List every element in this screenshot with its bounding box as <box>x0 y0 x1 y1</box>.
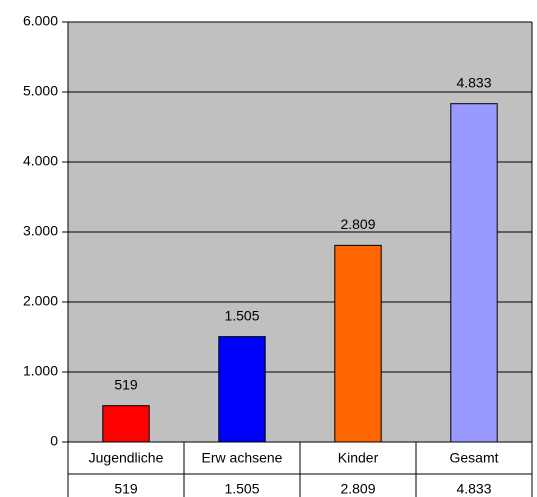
y-tick-label: 1.000 <box>23 363 58 379</box>
data-label: 2.809 <box>340 216 375 232</box>
table-value: 519 <box>114 481 138 497</box>
data-label: 1.505 <box>224 307 259 323</box>
table-value: 4.833 <box>456 481 491 497</box>
table-value: 2.809 <box>340 481 375 497</box>
bar <box>334 244 382 443</box>
table-value: 1.505 <box>224 481 259 497</box>
x-tick-label: Jugendliche <box>89 450 164 466</box>
bar <box>102 405 150 443</box>
y-tick-label: 2.000 <box>23 293 58 309</box>
y-tick-label: 3.000 <box>23 223 58 239</box>
y-tick-label: 6.000 <box>23 13 58 29</box>
bar <box>450 103 498 443</box>
bar <box>218 336 266 443</box>
x-tick-label: Erw achsene <box>202 450 283 466</box>
x-tick-label: Kinder <box>338 450 379 466</box>
y-tick-label: 0 <box>50 433 58 449</box>
x-tick-label: Gesamt <box>449 450 498 466</box>
data-label: 4.833 <box>456 74 491 90</box>
y-tick-label: 4.000 <box>23 153 58 169</box>
data-label: 519 <box>114 376 138 392</box>
y-tick-label: 5.000 <box>23 83 58 99</box>
